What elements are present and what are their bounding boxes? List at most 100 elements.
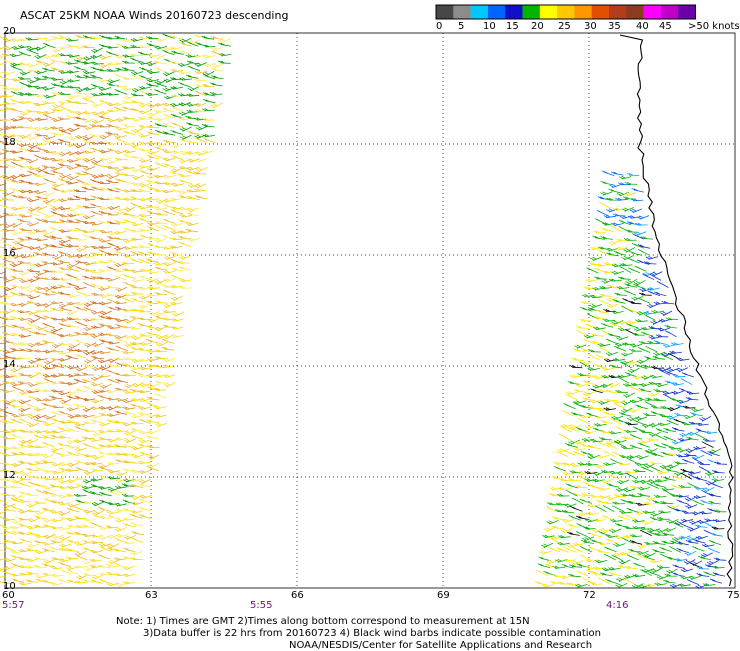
wind-barb: [43, 430, 56, 434]
wind-barb: [3, 503, 16, 509]
wind-barb: [75, 554, 88, 561]
wind-barb: [611, 554, 624, 562]
wind-barb: [98, 239, 112, 243]
wind-barb: [139, 85, 152, 90]
wind-barb: [57, 351, 71, 355]
wind-barb: [115, 533, 128, 538]
wind-barb: [2, 380, 16, 385]
wind-barb: [685, 397, 699, 401]
wind-barb: [650, 567, 663, 574]
wind-barb: [648, 391, 660, 398]
wind-barb: [43, 191, 55, 197]
wind-barb: [606, 439, 619, 446]
wind-barb: [0, 182, 7, 186]
wind-barb: [90, 540, 104, 544]
wind-barb: [122, 540, 136, 544]
wind-barb: [27, 543, 40, 548]
wind-barb: [58, 243, 72, 248]
wind-barb: [34, 429, 47, 434]
wind-barb: [75, 366, 88, 372]
wind-barb: [615, 389, 628, 393]
wind-barb: [163, 46, 176, 51]
wind-barb: [577, 373, 590, 376]
wind-barb: [163, 381, 176, 388]
wind-barb: [122, 499, 135, 505]
wind-barb: [113, 269, 127, 273]
wind-barb: [27, 531, 40, 536]
wind-barb: [82, 244, 95, 249]
wind-barb: [107, 543, 120, 549]
wind-barb: [130, 38, 144, 42]
wind-barb: [0, 399, 7, 402]
wind-barb: [49, 395, 63, 399]
wind-barb: [51, 477, 64, 481]
wind-barb: [51, 573, 64, 577]
wind-barb: [50, 566, 64, 570]
wind-barb: [10, 98, 23, 104]
wind-barb: [121, 106, 135, 111]
wind-barb: [90, 317, 103, 321]
wind-barb: [680, 468, 693, 473]
wind-barb: [139, 169, 152, 175]
wind-barb: [170, 267, 184, 272]
wind-barb: [99, 572, 112, 576]
wind-barb: [583, 526, 596, 530]
wind-barb: [66, 38, 79, 42]
wind-barb: [619, 551, 632, 556]
wind-barb: [162, 122, 176, 129]
wind-barb: [578, 511, 591, 517]
wind-barb: [655, 528, 668, 534]
wind-barb: [616, 471, 629, 476]
wind-barb: [617, 376, 630, 384]
wind-barb: [10, 573, 24, 577]
wind-barb: [41, 309, 55, 313]
wind-barb: [42, 113, 56, 120]
wind-barb: [626, 554, 639, 561]
wind-barb: [74, 451, 88, 456]
wind-barb: [130, 427, 144, 432]
wind-barb: [623, 526, 637, 529]
wind-barb: [105, 277, 119, 282]
wind-barb: [600, 430, 613, 434]
wind-barb: [50, 539, 64, 543]
wind-barb: [713, 518, 726, 523]
wind-barb: [50, 269, 64, 273]
wind-barb: [10, 347, 23, 351]
wind-barb: [628, 215, 641, 219]
wind-barb: [557, 535, 571, 539]
wind-barb: [43, 558, 56, 564]
wind-barb: [660, 501, 674, 505]
wind-barb: [561, 509, 575, 514]
wind-barb: [666, 414, 679, 420]
wind-barb: [33, 331, 47, 335]
wind-barb: [606, 208, 619, 213]
wind-barb: [66, 262, 79, 269]
wind-barb: [138, 228, 151, 232]
wind-barb: [121, 308, 135, 312]
wind-barb: [10, 540, 24, 545]
wind-barb: [627, 267, 641, 274]
wind-barb: [162, 149, 176, 153]
wind-barb: [114, 219, 127, 224]
wind-barb: [19, 538, 33, 543]
wind-barb: [698, 466, 711, 473]
wind-barb: [0, 532, 8, 536]
wind-barb: [552, 574, 565, 578]
wind-barb: [680, 472, 693, 480]
wind-barb: [105, 333, 119, 337]
note-line-3: NOAA/NESDIS/Center for Satellite Applica…: [289, 640, 593, 651]
wind-barb: [58, 128, 72, 135]
wind-barb: [65, 354, 79, 360]
wind-barb: [99, 55, 112, 60]
wind-barb: [686, 579, 699, 585]
wind-barb: [187, 86, 200, 92]
wind-barb: [593, 315, 607, 320]
wind-barb: [593, 230, 607, 234]
wind-barb: [632, 573, 646, 578]
wind-barb: [90, 276, 104, 279]
wind-barb: [177, 70, 191, 75]
wind-barb: [123, 95, 136, 100]
legend-tick-label: 40: [636, 21, 649, 32]
wind-barb: [154, 89, 167, 95]
wind-barb: [130, 557, 144, 561]
